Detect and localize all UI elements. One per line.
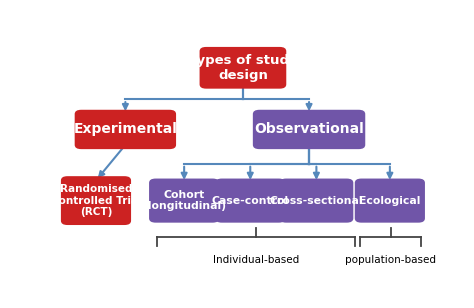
Text: Cohort
(longitudinal): Cohort (longitudinal) [143,190,226,211]
FancyBboxPatch shape [355,179,425,223]
FancyBboxPatch shape [215,179,285,223]
Text: Observational: Observational [254,123,364,136]
Text: Cross-sectional: Cross-sectional [270,196,363,206]
Text: Case-control: Case-control [212,196,289,206]
FancyBboxPatch shape [149,179,219,223]
Text: Randomised
Controlled Trial
(RCT): Randomised Controlled Trial (RCT) [51,184,141,217]
FancyBboxPatch shape [75,110,176,149]
FancyBboxPatch shape [61,176,131,225]
FancyBboxPatch shape [200,47,286,89]
Text: population-based: population-based [346,255,437,265]
FancyBboxPatch shape [253,110,365,149]
Text: Ecological: Ecological [359,196,420,206]
Text: Types of study
design: Types of study design [189,54,297,82]
FancyBboxPatch shape [280,179,353,223]
Text: Experimental: Experimental [73,123,177,136]
Text: Individual-based: Individual-based [213,255,299,265]
